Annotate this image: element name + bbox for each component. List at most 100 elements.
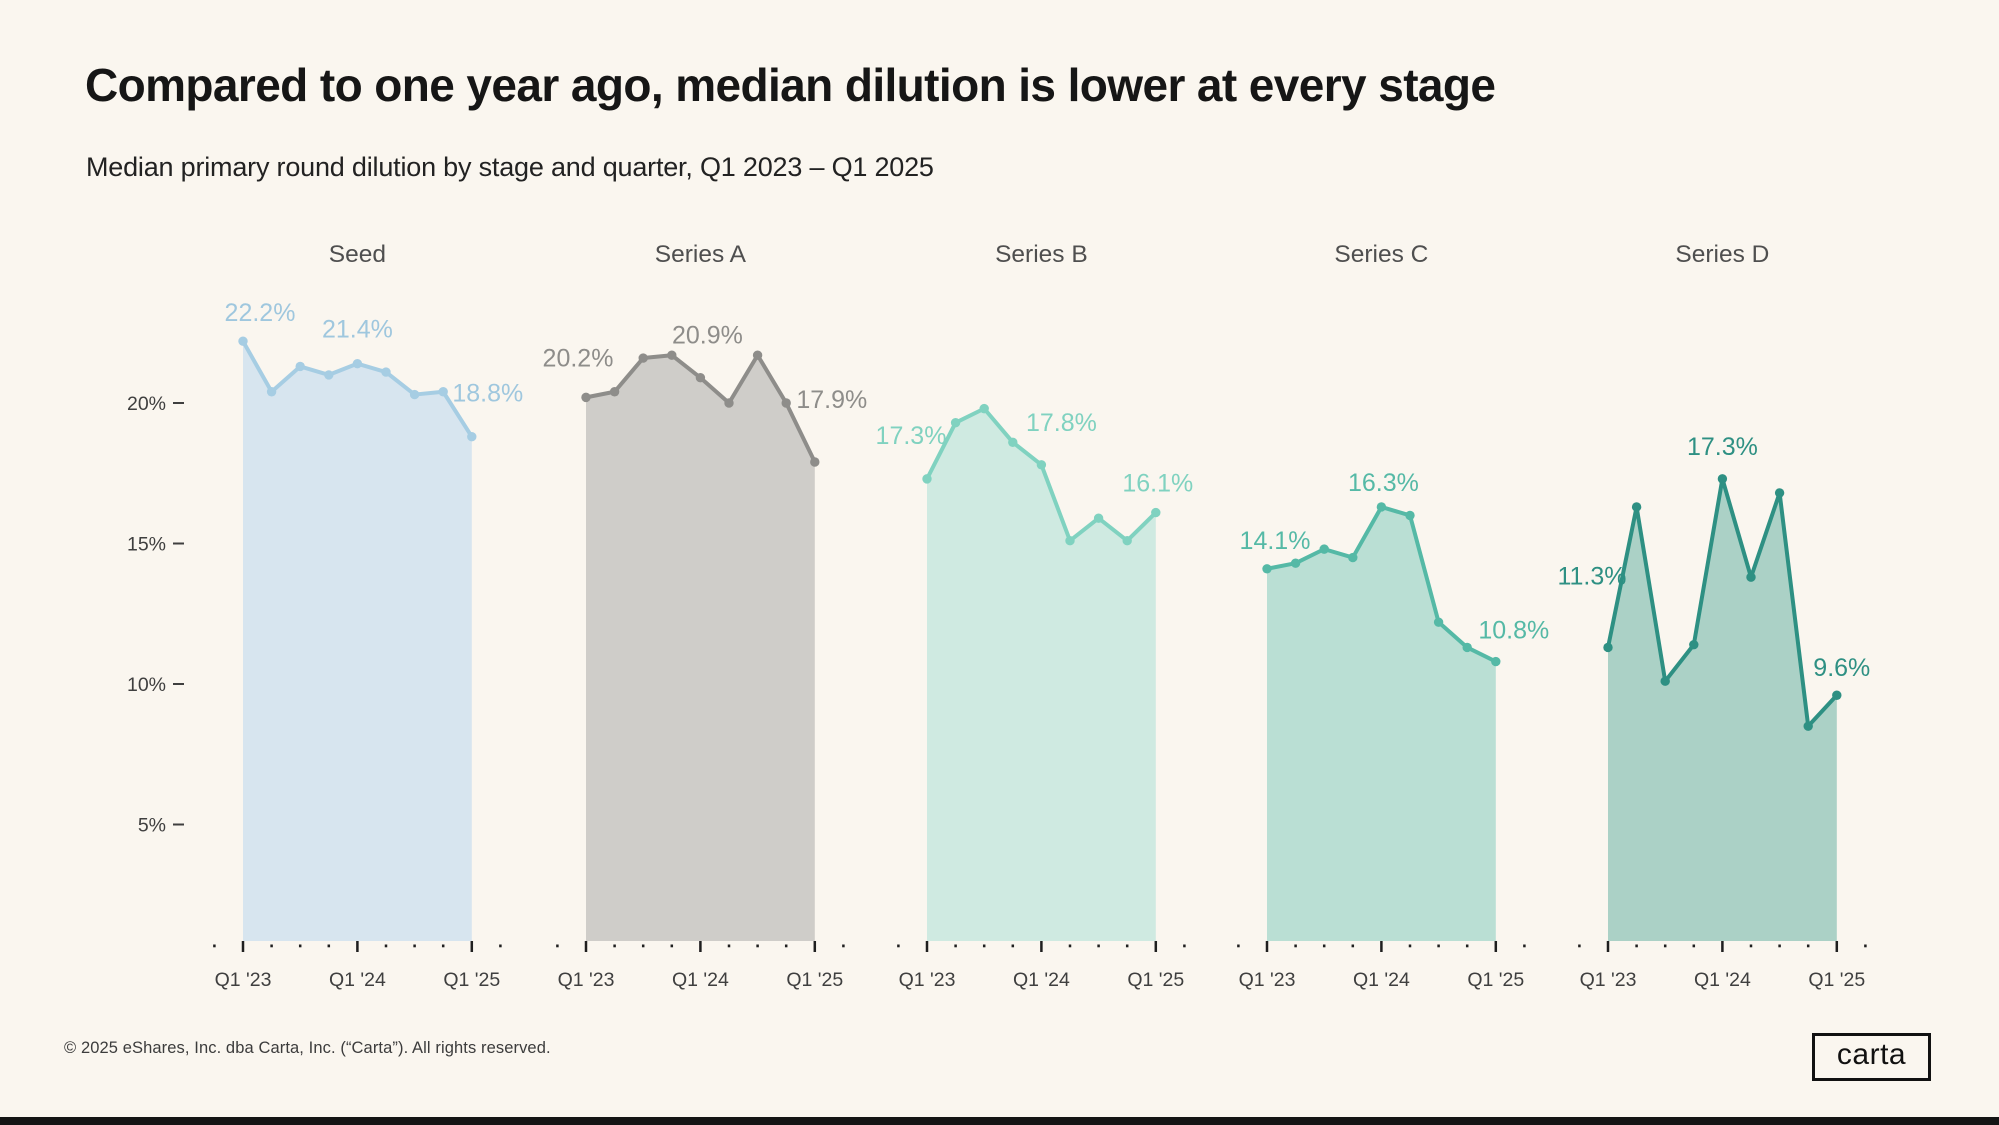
chart-series-b: Series B Q1 '23 Q1 '24 Q1 '25 17.3% 17.8% 16.1… <box>876 241 1194 991</box>
data-point <box>724 398 734 408</box>
bottom-accent-bar <box>0 1117 1999 1125</box>
y-axis-label: 10% <box>127 674 166 696</box>
chart-title: Series D <box>1675 241 1769 268</box>
x-tick-minor <box>1523 944 1526 948</box>
x-tick-major <box>1265 941 1269 952</box>
chart-title: Series B <box>995 241 1088 268</box>
x-axis-label: Q1 '23 <box>558 969 615 991</box>
data-point <box>1832 690 1842 700</box>
carta-logo-text: carta <box>1836 1038 1907 1071</box>
data-point <box>409 389 420 400</box>
value-label: 10.8% <box>1478 617 1549 645</box>
data-point <box>1122 535 1132 546</box>
value-label: 22.2% <box>225 299 296 327</box>
data-point <box>810 457 820 467</box>
data-point <box>1008 437 1018 448</box>
x-tick-major <box>1040 941 1043 952</box>
chart-seed: Seed Q1 '23 Q1 '24 Q1 '25 22.2% 21.4% 18.8% <box>213 241 523 991</box>
data-point <box>1774 488 1785 498</box>
data-point <box>1631 502 1642 512</box>
value-label: 18.8% <box>452 380 523 408</box>
data-point <box>381 367 391 377</box>
x-axis-label: Q1 '23 <box>1580 969 1637 991</box>
x-tick-minor <box>1778 944 1781 948</box>
data-point <box>352 358 363 369</box>
value-label: 11.3% <box>1557 562 1626 590</box>
data-point <box>1151 507 1161 518</box>
x-tick-minor <box>727 944 731 948</box>
x-tick-major <box>470 941 474 952</box>
x-tick-minor <box>613 944 616 948</box>
x-tick-minor <box>213 944 216 948</box>
data-point <box>1689 639 1699 650</box>
data-point <box>979 403 989 414</box>
x-tick-minor <box>670 944 674 948</box>
data-point <box>238 336 248 346</box>
value-label: 20.9% <box>672 322 743 350</box>
x-tick-minor <box>1068 944 1072 948</box>
area-fill <box>586 355 815 942</box>
data-point <box>295 361 305 372</box>
x-tick-minor <box>441 944 445 948</box>
x-tick-major <box>1721 941 1724 952</box>
x-tick-major <box>1494 941 1498 952</box>
x-tick-major <box>1835 941 1839 952</box>
value-label: 17.9% <box>796 386 867 414</box>
data-point <box>1290 558 1301 568</box>
data-point <box>266 387 277 397</box>
page-subtitle: Median primary round dilution by stage a… <box>86 152 934 182</box>
data-point <box>1746 572 1756 582</box>
x-tick-major <box>699 941 702 952</box>
x-tick-minor <box>1465 944 1469 948</box>
data-point <box>1036 460 1047 470</box>
x-tick-major <box>1606 941 1610 952</box>
chart-series-c: Series C Q1 '23 Q1 '24 Q1 '25 14.1% 16.3% 10.8… <box>1237 241 1549 991</box>
data-point <box>1433 617 1444 627</box>
x-tick-minor <box>1437 944 1440 948</box>
x-tick-minor <box>556 944 559 948</box>
area-fill <box>1608 478 1837 941</box>
x-tick-minor <box>1692 944 1696 948</box>
data-point <box>1348 552 1358 563</box>
data-point <box>638 353 648 363</box>
x-tick-minor <box>1322 944 1326 948</box>
data-point <box>922 474 932 484</box>
y-axis-label: 15% <box>127 534 166 556</box>
x-tick-minor <box>1408 944 1412 948</box>
x-tick-major <box>356 941 359 952</box>
area-fill <box>927 408 1156 941</box>
data-point <box>324 370 334 380</box>
data-point <box>667 350 677 360</box>
x-tick-major <box>925 941 929 952</box>
x-tick-minor <box>954 944 957 948</box>
data-point <box>438 387 448 397</box>
x-axis-label: Q1 '24 <box>1013 969 1070 991</box>
x-tick-minor <box>1125 944 1129 948</box>
data-point <box>1093 513 1104 523</box>
value-label: 16.3% <box>1348 469 1419 497</box>
value-label: 14.1% <box>1240 527 1311 555</box>
data-point <box>1717 474 1728 484</box>
area-fill <box>1267 506 1496 941</box>
x-axis-label: Q1 '24 <box>672 969 729 991</box>
x-tick-minor <box>1635 944 1638 948</box>
x-tick-minor <box>1183 944 1186 948</box>
value-label: 17.3% <box>876 422 947 450</box>
y-axis-label: 5% <box>138 815 166 837</box>
value-label: 17.3% <box>1687 433 1758 461</box>
x-axis-label: Q1 '24 <box>1694 969 1751 991</box>
value-label: 16.1% <box>1122 470 1193 498</box>
chart-title: Series C <box>1334 241 1428 268</box>
x-tick-minor <box>1864 944 1867 948</box>
data-point <box>1660 676 1670 686</box>
x-tick-minor <box>1351 944 1355 948</box>
x-axis-label: Q1 '24 <box>329 969 386 991</box>
x-axis-label: Q1 '25 <box>786 969 843 991</box>
y-axis: 20% 15% 10% 5% <box>127 393 184 837</box>
footer-copyright: © 2025 eShares, Inc. dba Carta, Inc. (“C… <box>64 1039 551 1057</box>
data-point <box>1065 535 1075 546</box>
x-tick-minor <box>641 944 645 948</box>
x-tick-major <box>1380 941 1383 952</box>
